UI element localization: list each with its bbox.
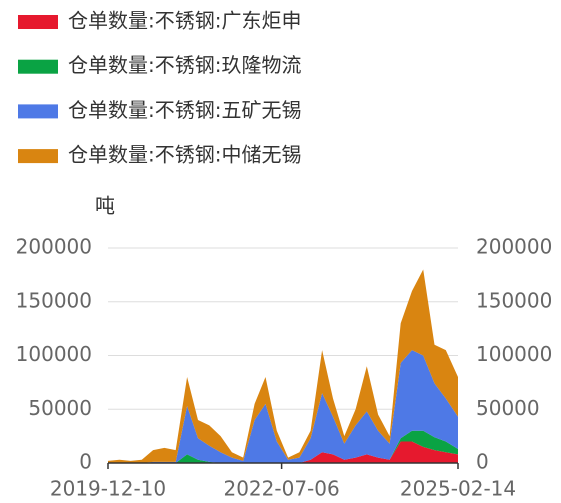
legend-label: 仓单数量:不锈钢:玖隆物流 [68,53,301,77]
x-tick-label: 2025-02-14 [400,477,516,501]
y-tick-label: 150000 [16,288,92,312]
x-tick-label: 2019-12-10 [50,477,166,501]
y2-tick-label: 0 [476,450,489,474]
area [108,441,458,463]
y2-tick-label: 150000 [476,288,552,312]
legend-label: 仓单数量:不锈钢:中储无锡 [68,143,301,167]
y-tick-label: 200000 [16,235,92,259]
y-tick-label: 0 [79,450,92,474]
legend-swatch [18,15,58,29]
area [108,350,458,463]
y-axis-label: 吨 [95,194,115,218]
area [108,430,458,463]
legend-swatch [18,149,58,164]
x-tick-label: 2022-07-06 [223,477,339,501]
y2-tick-label: 100000 [476,342,552,366]
y2-tick-label: 200000 [476,235,552,259]
y-tick-label: 50000 [28,396,92,420]
y2-tick-label: 50000 [476,396,540,420]
legend-swatch [18,104,58,119]
legend-label: 仓单数量:不锈钢:五矿无锡 [68,98,301,122]
legend-swatch [18,59,58,74]
area [108,269,458,463]
legend-label: 仓单数量:不锈钢:广东炬申 [68,9,301,33]
y-tick-label: 100000 [16,342,92,366]
